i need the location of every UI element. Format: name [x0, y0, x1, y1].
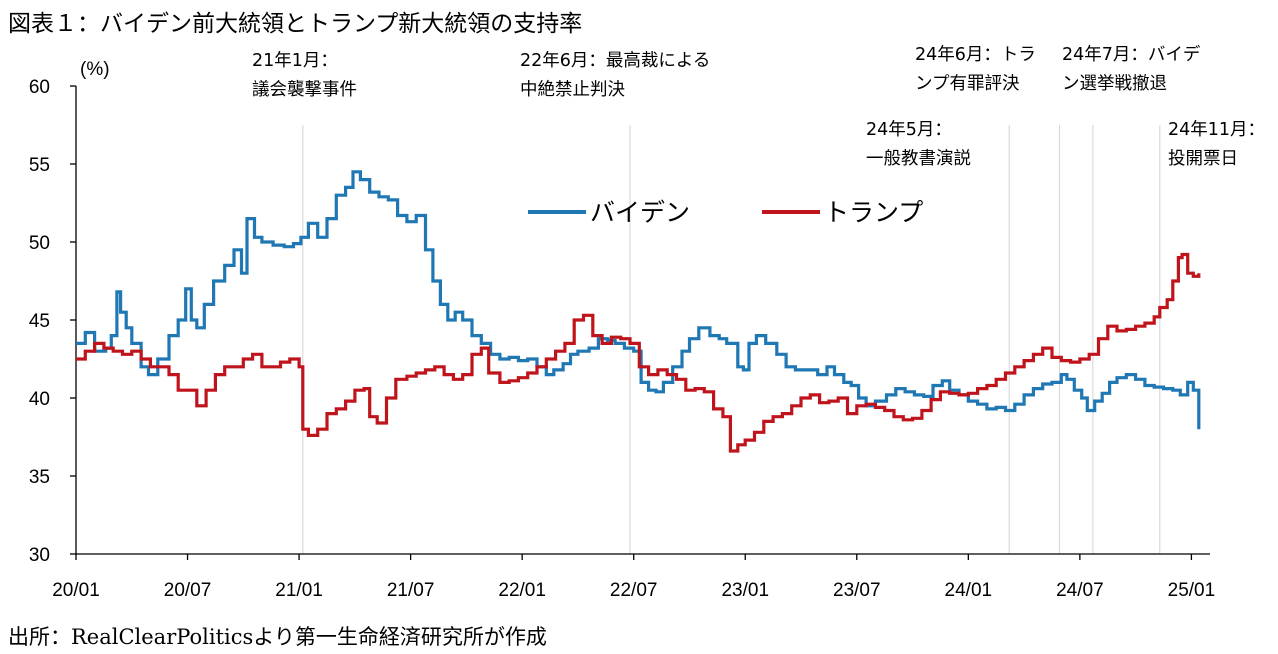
x-tick-label: 21/01 — [275, 580, 323, 601]
x-tick-label: 23/07 — [833, 580, 881, 601]
annotation-text: ン選挙戦撤退 — [1062, 74, 1167, 94]
y-tick-label: 55 — [29, 155, 50, 176]
x-tick-label: 20/01 — [52, 580, 100, 601]
annotation-text: 24年6月：トラ — [915, 45, 1036, 65]
figure-title: 図表１：バイデン前大統領とトランプ新大統領の支持率 — [8, 11, 583, 37]
annotation-text: 24年11月： — [1168, 120, 1265, 140]
annotation-text: 22年6月：最高裁による — [520, 51, 710, 71]
annotation-text: 24年5月： — [866, 120, 952, 140]
annotation-text: 中絶禁止判決 — [520, 80, 625, 100]
legend-label: トランプ — [824, 198, 923, 227]
annotation-text: 一般教書演説 — [866, 149, 971, 169]
legend-label: バイデン — [590, 198, 690, 227]
x-tick-label: 21/07 — [387, 580, 435, 601]
x-tick-label: 22/07 — [610, 580, 658, 601]
annotation-text: 投開票日 — [1168, 149, 1238, 169]
annotation-text: 24年7月：バイデ — [1062, 44, 1201, 65]
x-tick-label: 23/01 — [721, 580, 769, 601]
source-note: 出所：RealClearPoliticsより第一生命経済研究所が作成 — [8, 625, 547, 649]
y-axis-label: (%) — [80, 59, 110, 80]
y-tick-label: 35 — [29, 467, 50, 488]
y-tick-label: 60 — [29, 77, 50, 98]
x-tick-label: 24/01 — [945, 580, 993, 601]
x-tick-label: 25/01 — [1168, 580, 1216, 601]
y-tick-label: 45 — [29, 311, 50, 332]
x-tick-label: 24/07 — [1056, 580, 1104, 601]
annotation-text: 議会襲撃事件 — [252, 80, 357, 100]
y-tick-label: 30 — [29, 545, 50, 566]
y-tick-label: 40 — [29, 389, 50, 410]
series-line-trump — [76, 252, 1201, 453]
x-tick-label: 20/07 — [164, 580, 212, 601]
series-line-biden — [76, 170, 1201, 430]
annotation-text: ンプ有罪評決 — [915, 74, 1019, 94]
annotation-text: 21年1月： — [252, 51, 338, 71]
y-tick-label: 50 — [29, 233, 50, 254]
x-tick-label: 22/01 — [498, 580, 546, 601]
